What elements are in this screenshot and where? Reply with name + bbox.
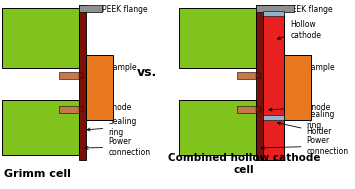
Bar — [263, 5, 284, 160]
Text: Sealing
ring: Sealing ring — [87, 117, 137, 137]
Bar — [236, 106, 256, 113]
Text: Anode: Anode — [269, 102, 331, 112]
Text: Combined hollow cathode
cell: Combined hollow cathode cell — [168, 153, 321, 175]
Bar — [256, 73, 261, 78]
Text: Sample: Sample — [102, 63, 137, 81]
Text: Sealing
ring: Sealing ring — [277, 110, 335, 130]
Bar — [179, 8, 256, 68]
Bar — [256, 107, 261, 112]
Bar — [236, 72, 256, 79]
Bar — [78, 73, 83, 78]
Bar — [263, 11, 284, 16]
Text: PEEK flange: PEEK flange — [95, 5, 148, 13]
Bar — [179, 100, 256, 155]
Bar — [256, 5, 263, 160]
Bar — [2, 100, 78, 155]
Text: vs.: vs. — [136, 66, 157, 78]
Text: PEEK flange: PEEK flange — [260, 5, 333, 13]
Bar — [78, 5, 86, 160]
Bar — [86, 55, 113, 120]
Text: Holder: Holder — [278, 122, 332, 136]
Text: Power
connection: Power connection — [85, 137, 151, 157]
Text: Anode: Anode — [90, 102, 132, 112]
Text: Power
connection: Power connection — [261, 136, 349, 156]
Bar — [256, 5, 294, 12]
Text: Sample: Sample — [300, 63, 335, 81]
Text: Hollow
cathode: Hollow cathode — [278, 20, 321, 40]
Bar — [2, 8, 78, 68]
Bar — [78, 107, 83, 112]
Bar — [59, 106, 78, 113]
Text: Grimm cell: Grimm cell — [4, 169, 71, 179]
Bar — [284, 55, 311, 120]
Bar — [59, 72, 78, 79]
Bar — [78, 5, 103, 12]
Bar — [263, 115, 284, 120]
